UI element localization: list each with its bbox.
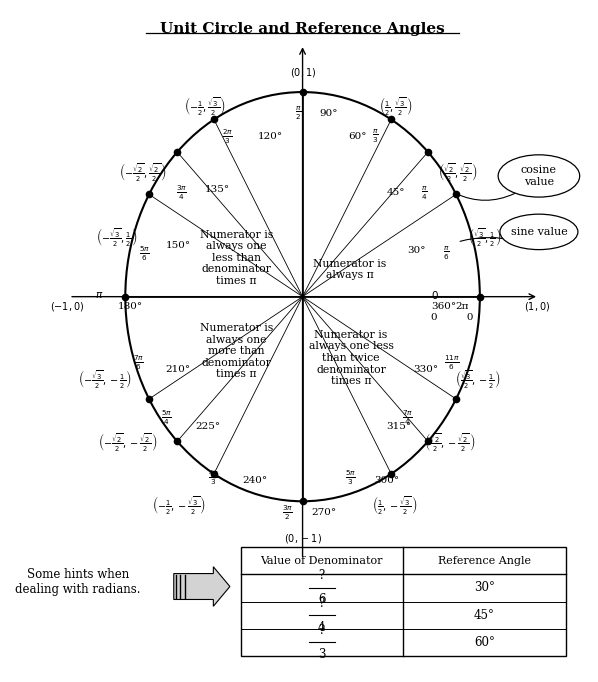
Text: $\frac{11\pi}{6}$: $\frac{11\pi}{6}$: [444, 353, 460, 372]
Text: 315°: 315°: [386, 421, 411, 431]
Text: $\left(\frac{\sqrt{3}}{2},-\frac{1}{2}\right)$: $\left(\frac{\sqrt{3}}{2},-\frac{1}{2}\r…: [455, 368, 501, 389]
Text: $\left(-\frac{\sqrt{2}}{2},-\frac{\sqrt{2}}{2}\right)$: $\left(-\frac{\sqrt{2}}{2},-\frac{\sqrt{…: [99, 431, 158, 453]
Text: 3: 3: [318, 648, 325, 661]
Text: 6: 6: [318, 593, 325, 606]
Text: Some hints when
dealing with radians.: Some hints when dealing with radians.: [16, 567, 141, 596]
Text: $(-1,0)$: $(-1,0)$: [50, 300, 84, 314]
Text: 240°: 240°: [242, 476, 267, 486]
Text: $\frac{\pi}{2}$: $\frac{\pi}{2}$: [295, 105, 301, 123]
Text: $\left(\frac{\sqrt{3}}{2},\frac{1}{2}\right)$: $\left(\frac{\sqrt{3}}{2},\frac{1}{2}\ri…: [468, 226, 502, 248]
Text: Numerator is
always π: Numerator is always π: [313, 258, 386, 280]
Text: $\frac{5\pi}{6}$: $\frac{5\pi}{6}$: [139, 244, 150, 263]
Ellipse shape: [498, 155, 579, 197]
Text: Reference Angle: Reference Angle: [438, 556, 531, 565]
Text: $\left(-\frac{\sqrt{3}}{2},-\frac{1}{2}\right)$: $\left(-\frac{\sqrt{3}}{2},-\frac{1}{2}\…: [78, 368, 131, 389]
Text: $\frac{4\pi}{3}$: $\frac{4\pi}{3}$: [208, 468, 219, 487]
Text: $\frac{3\pi}{2}$: $\frac{3\pi}{2}$: [282, 503, 294, 522]
Text: $0$: $0$: [431, 289, 440, 301]
Text: $\left(-\frac{1}{2},-\frac{\sqrt{3}}{2}\right)$: $\left(-\frac{1}{2},-\frac{\sqrt{3}}{2}\…: [151, 494, 205, 516]
Bar: [240, 547, 566, 656]
Text: Value of Denominator: Value of Denominator: [261, 556, 383, 565]
Text: 60°: 60°: [349, 132, 367, 141]
Text: sine value: sine value: [511, 227, 568, 237]
Text: $\left(-\frac{\sqrt{2}}{2},\frac{\sqrt{2}}{2}\right)$: $\left(-\frac{\sqrt{2}}{2},\frac{\sqrt{2…: [119, 161, 167, 183]
Text: cosine
value: cosine value: [521, 165, 557, 187]
Text: $\frac{7\pi}{6}$: $\frac{7\pi}{6}$: [133, 353, 144, 372]
Text: 360°: 360°: [431, 301, 456, 311]
Text: 30°: 30°: [408, 246, 426, 255]
Text: 210°: 210°: [166, 365, 191, 374]
Text: $\left(\frac{1}{2},\frac{\sqrt{3}}{2}\right)$: $\left(\frac{1}{2},\frac{\sqrt{3}}{2}\ri…: [379, 95, 413, 117]
Text: $\frac{5\pi}{3}$: $\frac{5\pi}{3}$: [345, 468, 356, 487]
Text: $(0,-1)$: $(0,-1)$: [283, 532, 322, 546]
Text: $(0,1)$: $(0,1)$: [289, 66, 316, 80]
Text: ?: ?: [319, 569, 325, 582]
Text: $\left(-\frac{1}{2},\frac{\sqrt{3}}{2}\right)$: $\left(-\frac{1}{2},\frac{\sqrt{3}}{2}\r…: [184, 95, 226, 117]
Text: 120°: 120°: [258, 132, 283, 141]
Text: ?: ?: [319, 624, 325, 637]
FancyArrow shape: [174, 567, 230, 606]
Text: 45°: 45°: [474, 608, 495, 622]
Text: $\frac{2\pi}{3}$: $\frac{2\pi}{3}$: [222, 127, 233, 146]
Text: Numerator is
always one
less than
denominator
times π: Numerator is always one less than denomi…: [200, 230, 273, 286]
Ellipse shape: [500, 214, 578, 250]
Text: $\left(\frac{1}{2},-\frac{\sqrt{3}}{2}\right)$: $\left(\frac{1}{2},-\frac{\sqrt{3}}{2}\r…: [373, 494, 417, 516]
Text: $\frac{5\pi}{4}$: $\frac{5\pi}{4}$: [161, 408, 173, 427]
Text: 270°: 270°: [312, 508, 337, 518]
Text: $\pi$: $\pi$: [94, 291, 103, 300]
Text: 4: 4: [318, 621, 325, 634]
Text: $(1,0)$: $(1,0)$: [524, 300, 550, 314]
Text: 30°: 30°: [474, 581, 495, 595]
Text: $\frac{7\pi}{4}$: $\frac{7\pi}{4}$: [402, 408, 413, 427]
Text: 2π: 2π: [455, 301, 468, 311]
Text: 135°: 135°: [205, 185, 230, 194]
Text: $\frac{\pi}{3}$: $\frac{\pi}{3}$: [373, 128, 379, 145]
Text: Unit Circle and Reference Angles: Unit Circle and Reference Angles: [160, 22, 445, 35]
Text: 330°: 330°: [414, 365, 439, 374]
Text: 180°: 180°: [118, 301, 144, 311]
Text: $\frac{3\pi}{4}$: $\frac{3\pi}{4}$: [176, 183, 187, 203]
Text: Numerator is
always one less
than twice
denominator
times π: Numerator is always one less than twice …: [309, 330, 393, 386]
Text: $\frac{\pi}{6}$: $\frac{\pi}{6}$: [443, 245, 450, 263]
Text: $\left(-\frac{\sqrt{3}}{2},\frac{1}{2}\right)$: $\left(-\frac{\sqrt{3}}{2},\frac{1}{2}\r…: [96, 226, 137, 248]
Text: 0         0: 0 0: [431, 313, 474, 323]
Text: 150°: 150°: [166, 241, 191, 250]
Text: $\left(\frac{\sqrt{2}}{2},\frac{\sqrt{2}}{2}\right)$: $\left(\frac{\sqrt{2}}{2},\frac{\sqrt{2}…: [438, 161, 478, 183]
Text: 45°: 45°: [386, 188, 405, 197]
Text: $\frac{\pi}{4}$: $\frac{\pi}{4}$: [421, 184, 428, 202]
Text: Numerator is
always one
more than
denominator
times π: Numerator is always one more than denomi…: [200, 323, 273, 379]
Text: 90°: 90°: [319, 109, 338, 119]
Text: 60°: 60°: [474, 636, 495, 649]
Text: ?: ?: [319, 597, 325, 610]
Text: $\left(\frac{\sqrt{2}}{2},-\frac{\sqrt{2}}{2}\right)$: $\left(\frac{\sqrt{2}}{2},-\frac{\sqrt{2…: [424, 431, 475, 453]
Text: 300°: 300°: [375, 476, 400, 486]
Text: 225°: 225°: [195, 421, 220, 431]
